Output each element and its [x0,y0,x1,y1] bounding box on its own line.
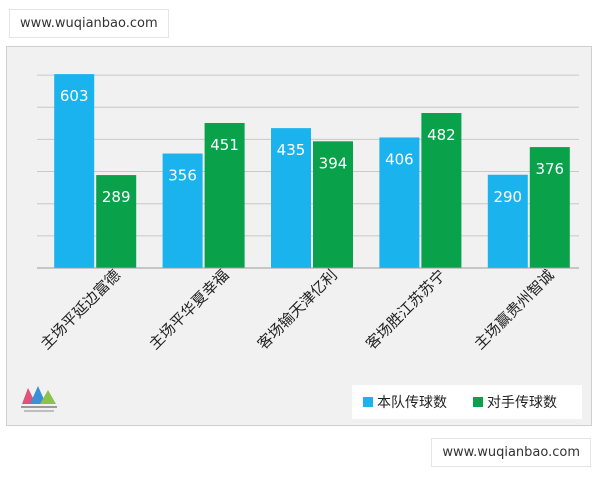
bar-value-label: 435 [277,141,306,159]
bar-opponent [96,175,137,268]
bar-value-label: 406 [385,150,414,168]
category-label: 客场胜江苏苏宁 [362,266,449,353]
bar-chart: 603 289 主场平延边富德 356 451 主场平华夏幸福 435 394 客场输天津亿利 4… [37,74,582,419]
bar-opponent [313,141,353,268]
bar-value-label: 376 [535,160,564,178]
bar-value-label: 482 [427,126,456,144]
legend-swatch [363,397,373,407]
legend-swatch [473,397,483,407]
bar-value-label: 603 [60,87,89,105]
bar-home [487,174,528,268]
watermark-bottom: www.wuqianbao.com [432,439,590,466]
bar-opponent [529,147,570,268]
bar-value-label: 451 [210,136,239,154]
category-label: 主场平延边富德 [37,266,124,353]
bar-value-label: 356 [168,167,197,185]
category-label: 主场平华夏幸福 [145,266,232,353]
watermark-top: www.wuqianbao.com [10,10,168,37]
brand-logo [21,386,57,412]
legend-label: 对手传球数 [487,395,557,411]
bar-home [162,153,203,268]
bar-value-label: 394 [319,154,348,172]
category-label: 客场输天津亿利 [254,266,341,353]
chart-card: 603 289 主场平延边富德 356 451 主场平华夏幸福 435 394 客场输天津亿利 4… [6,46,592,426]
bar-value-label: 289 [102,188,131,206]
bar-home [379,137,420,268]
bar-opponent [204,122,245,269]
category-label: 主场赢贵州智诚 [471,266,558,353]
bar-value-label: 290 [493,188,522,206]
legend-box [352,385,582,419]
bar-home [271,128,311,268]
bar-opponent [421,113,462,268]
bar-home [54,74,95,268]
legend-label: 本队传球数 [377,395,447,411]
